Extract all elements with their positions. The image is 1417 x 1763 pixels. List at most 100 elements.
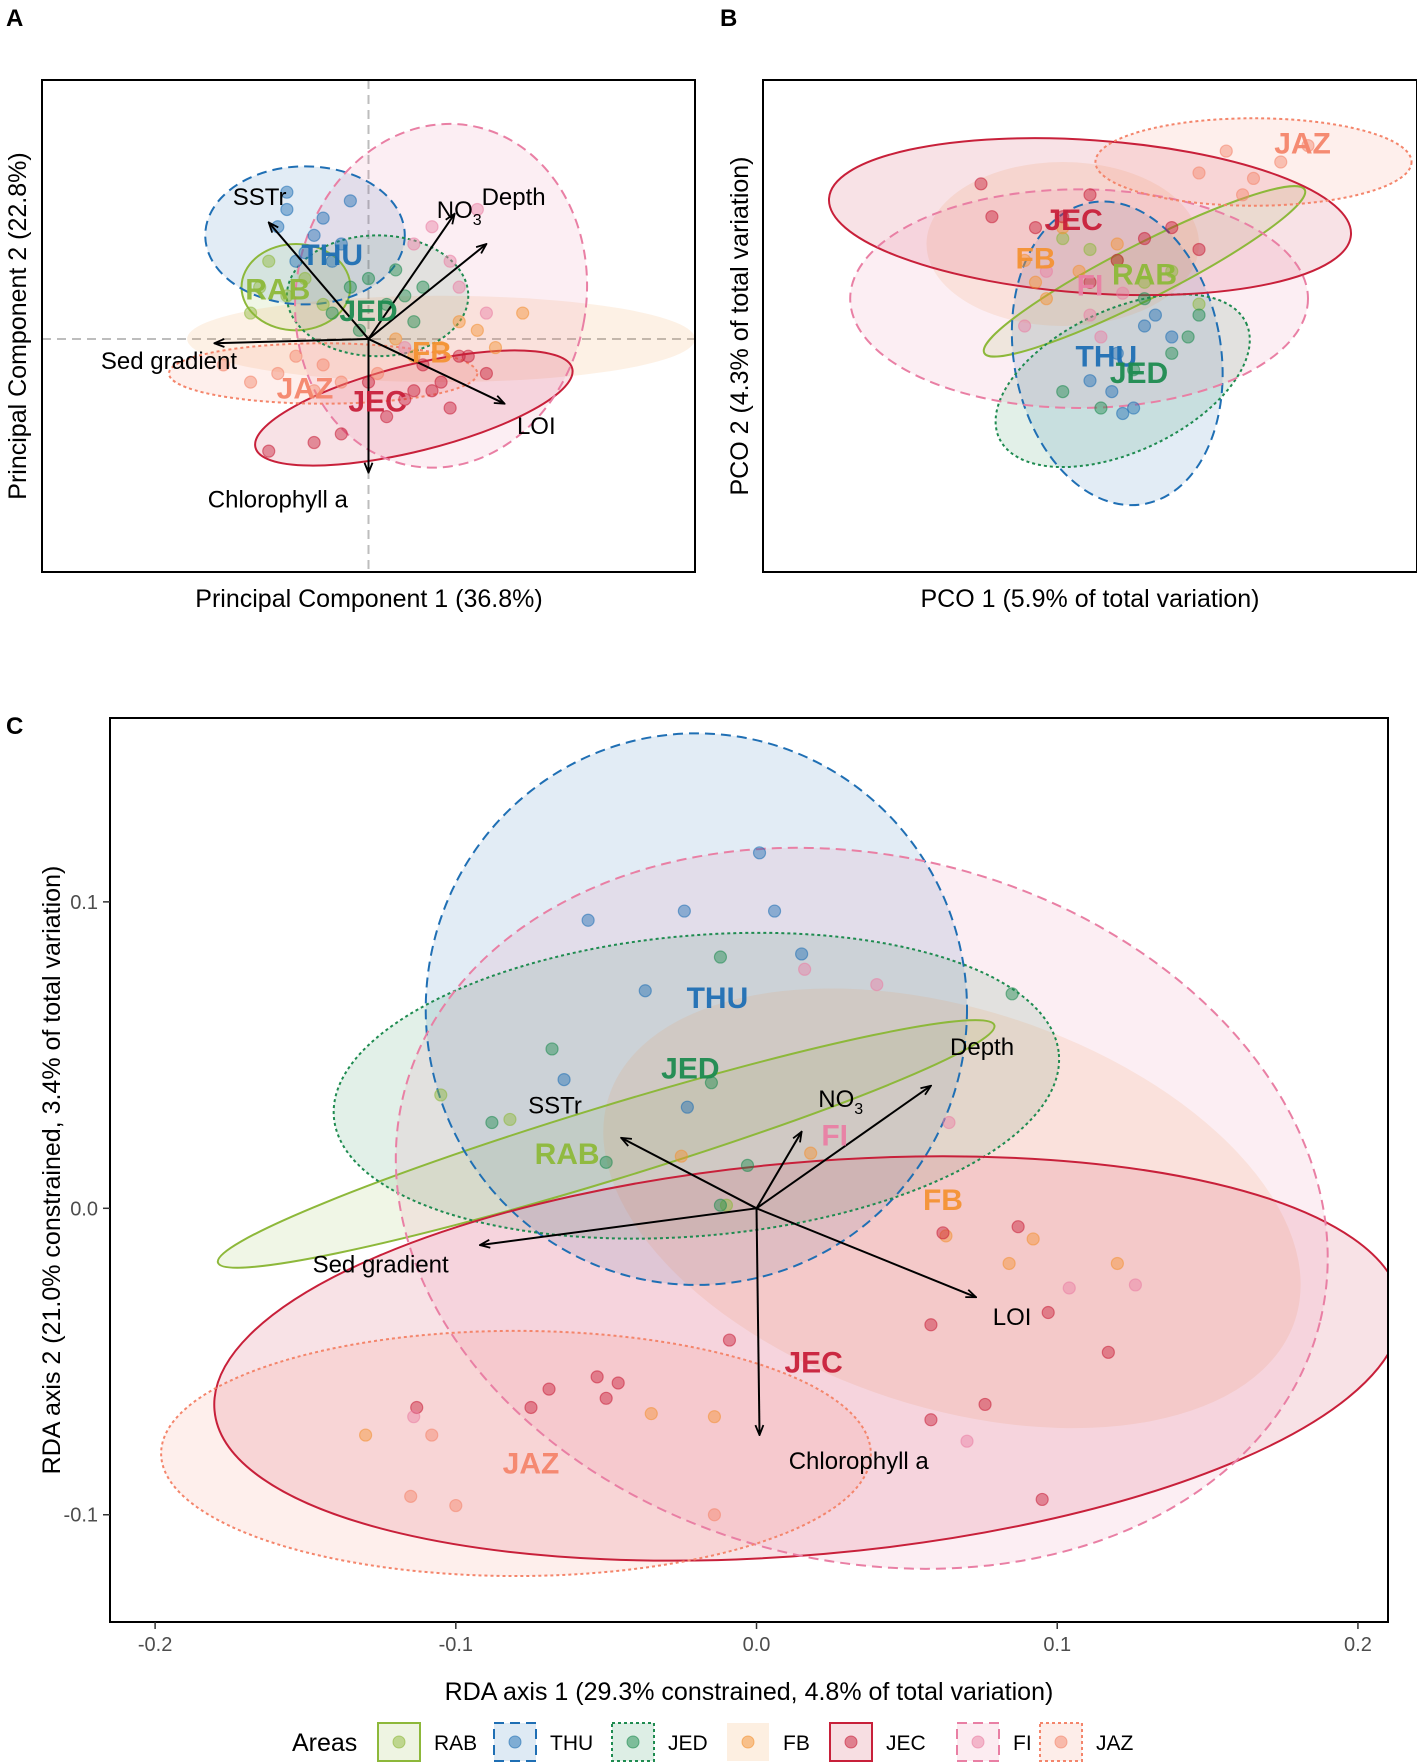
point-jaz (216, 358, 230, 372)
point-jed (1192, 308, 1206, 322)
point-fb (1028, 275, 1043, 289)
legend-item-fb: FB (727, 1723, 810, 1761)
point-fi (798, 962, 812, 976)
point-thu (581, 913, 595, 927)
plot-frame (41, 79, 696, 573)
point-thu (795, 947, 809, 961)
point-jaz (334, 375, 348, 389)
point-jec (611, 1376, 625, 1390)
group-label-rab: RAB (245, 273, 310, 306)
point-thu (1083, 374, 1097, 388)
group-label-thu: THU (301, 239, 363, 272)
point-fb (674, 1149, 688, 1163)
ellipse-outline-fi (849, 188, 1309, 409)
point-fi (1039, 264, 1054, 278)
point-thu (752, 846, 767, 860)
point-thu (1105, 385, 1119, 399)
point-jec (722, 1333, 737, 1347)
point-jed (1165, 346, 1179, 360)
point-jec (542, 1382, 556, 1396)
point-jed (1094, 401, 1108, 415)
point-jed (407, 315, 421, 329)
legend-key (377, 1722, 421, 1762)
vector-label: Sed gradient (313, 1252, 449, 1279)
vector-label: LOI (993, 1304, 1032, 1331)
ellipse-fill-jed (995, 294, 1250, 468)
point-jaz (1192, 166, 1206, 180)
point-fb (644, 1407, 658, 1421)
vector-label: LOI (517, 413, 556, 440)
vector-arrow (368, 338, 505, 404)
point-thu (334, 237, 348, 251)
ellipse-outline-jaz (160, 1329, 872, 1578)
ellipse-fill-jaz (1095, 118, 1412, 206)
point-jaz (707, 1508, 722, 1522)
point-thu (343, 194, 357, 208)
legend-item-fi: FI (956, 1722, 1032, 1762)
point-rab (316, 297, 330, 312)
point-rab (434, 1088, 448, 1102)
point-jec (1192, 242, 1206, 257)
point-rab (298, 271, 312, 286)
point-jec (974, 177, 988, 191)
legend-item-jaz: JAZ (1039, 1722, 1134, 1762)
legend-label: FI (1013, 1732, 1032, 1755)
point-fb (389, 332, 403, 346)
point-jed (1181, 330, 1195, 344)
legend-item-rab: RAB (377, 1722, 477, 1762)
ellipse-fill-fi (850, 189, 1308, 408)
vector-arrow (755, 1086, 931, 1210)
vector-arrow (756, 1207, 977, 1299)
point-jed (713, 1198, 728, 1212)
point-jec (924, 1413, 938, 1427)
point-thu (325, 254, 339, 268)
point-thu (280, 185, 294, 199)
group-label-fb: FB (412, 336, 452, 369)
point-thu (307, 228, 321, 242)
group-label-thu: THU (687, 982, 749, 1015)
point-jaz (1246, 171, 1261, 185)
panel-letter: C (6, 713, 23, 740)
point-fi (1083, 308, 1097, 322)
legend-label: THU (550, 1732, 593, 1755)
point-thu (298, 246, 312, 260)
point-fb (1072, 264, 1086, 278)
plot-area (160, 732, 1388, 1578)
point-thu (1165, 330, 1179, 344)
group-label-thu: THU (1076, 341, 1138, 374)
vector-label: NO3 (437, 197, 482, 229)
legend-point (508, 1735, 522, 1749)
plot-frame (109, 717, 1389, 1623)
point-jec (1110, 253, 1124, 267)
ellipse-fill-jec (255, 350, 573, 466)
point-rab (280, 289, 294, 303)
point-fi (1116, 286, 1130, 300)
point-jaz (370, 366, 385, 381)
y-tick-label: 0.0 (70, 1198, 98, 1220)
point-jaz (1235, 188, 1250, 202)
point-jaz (1219, 144, 1233, 158)
group-label-jaz: JAZ (503, 1448, 560, 1481)
vector-arrow (480, 1207, 757, 1245)
point-fi (1128, 1278, 1143, 1292)
point-thu (767, 904, 782, 918)
point-jed (361, 271, 376, 286)
point-thu (1116, 406, 1130, 421)
ellipse-outline-jed (994, 293, 1251, 469)
point-jed (485, 1115, 499, 1130)
group-label-jed: JED (1110, 357, 1168, 390)
legend-label: FB (783, 1732, 810, 1755)
point-jed (740, 1158, 755, 1173)
legend-point (844, 1735, 858, 1749)
group-label-jaz: JAZ (1274, 128, 1331, 161)
x-axis-label: RDA axis 1 (29.3% constrained, 4.8% of t… (445, 1678, 1054, 1706)
point-jed (599, 1155, 613, 1169)
y-tick-label: 0.1 (70, 892, 98, 914)
point-jec (924, 1318, 938, 1332)
group-label-jec: JEC (348, 386, 406, 419)
legend-item-jed: JED (611, 1722, 708, 1762)
y-axis-label: PCO 2 (4.3% of total variation) (726, 156, 754, 495)
point-thu (316, 211, 330, 225)
point-jec (1083, 188, 1097, 202)
y-axis-label: Principal Component 2 (22.8%) (4, 152, 32, 499)
